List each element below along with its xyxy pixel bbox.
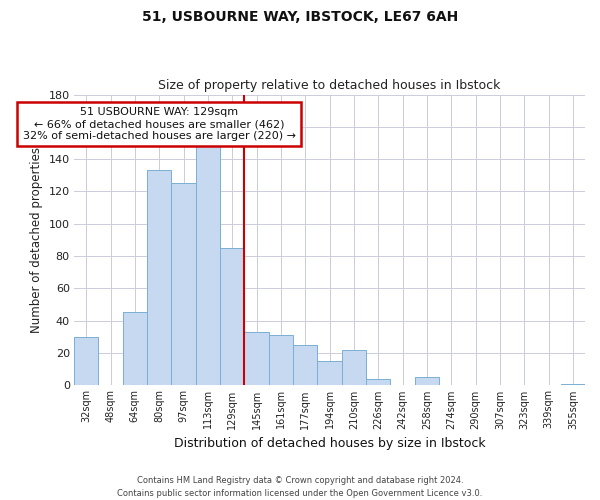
Bar <box>341 350 366 385</box>
Bar <box>220 248 244 385</box>
Bar <box>122 312 147 385</box>
Bar <box>415 377 439 385</box>
Bar <box>560 384 585 385</box>
Bar <box>293 345 317 385</box>
Bar <box>244 332 269 385</box>
Bar <box>269 335 293 385</box>
Bar <box>366 378 391 385</box>
Bar <box>147 170 172 385</box>
Text: 51, USBOURNE WAY, IBSTOCK, LE67 6AH: 51, USBOURNE WAY, IBSTOCK, LE67 6AH <box>142 10 458 24</box>
Text: Contains HM Land Registry data © Crown copyright and database right 2024.
Contai: Contains HM Land Registry data © Crown c… <box>118 476 482 498</box>
Bar <box>317 361 341 385</box>
Bar <box>196 146 220 385</box>
Y-axis label: Number of detached properties: Number of detached properties <box>30 147 43 333</box>
X-axis label: Distribution of detached houses by size in Ibstock: Distribution of detached houses by size … <box>173 437 485 450</box>
Text: 51 USBOURNE WAY: 129sqm
← 66% of detached houses are smaller (462)
32% of semi-d: 51 USBOURNE WAY: 129sqm ← 66% of detache… <box>23 108 296 140</box>
Bar <box>172 184 196 385</box>
Bar <box>74 336 98 385</box>
Title: Size of property relative to detached houses in Ibstock: Size of property relative to detached ho… <box>158 79 500 92</box>
